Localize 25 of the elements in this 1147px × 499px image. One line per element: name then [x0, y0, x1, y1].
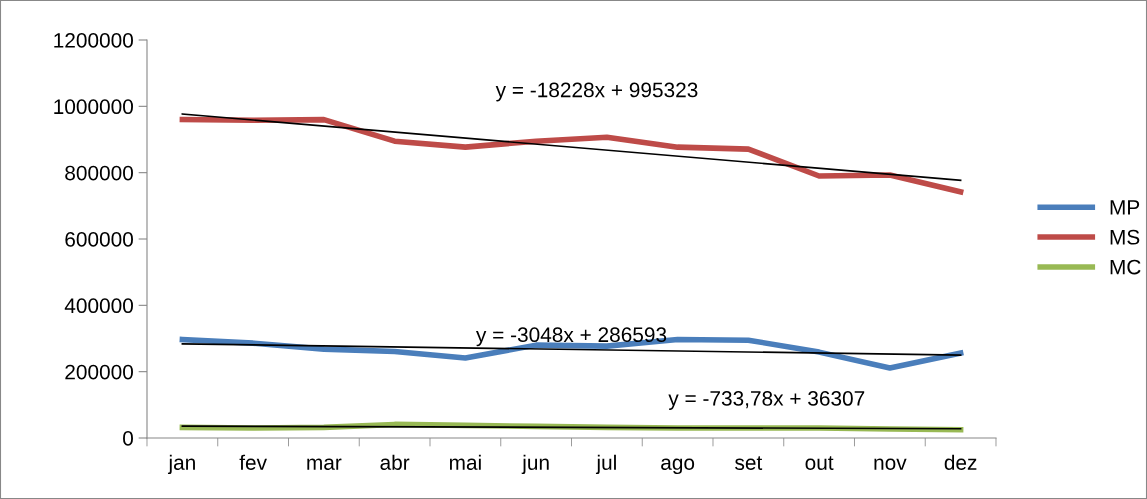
y-tick-label: 200000: [65, 364, 133, 380]
x-tick-label: jul: [595, 454, 616, 475]
legend-label: MP: [1110, 200, 1140, 215]
x-tick-label: jun: [521, 454, 549, 475]
x-tick-label: ago: [661, 458, 695, 475]
x-tick-label: fev: [239, 454, 267, 470]
y-tick-label: 0: [123, 431, 133, 446]
y-tick-label: 400000: [64, 298, 133, 314]
y-tick-label: 800000: [65, 165, 133, 181]
x-tick-label: set: [735, 456, 763, 470]
x-tick-label: mai: [449, 454, 481, 470]
legend-label: MS: [1110, 229, 1140, 245]
y-tick-label: 1000000: [54, 99, 133, 115]
x-tick-label: jan: [167, 454, 195, 475]
y-tick-label: 1200000: [54, 33, 133, 48]
x-tick-label: dez: [944, 454, 977, 470]
x-tick-label: mar: [307, 458, 342, 470]
annotation: y = -733,78x + 36307: [668, 391, 865, 410]
y-tick-label: 600000: [65, 232, 133, 247]
annotation: y = -18228x + 995323: [495, 82, 698, 102]
x-tick-label: nov: [874, 458, 907, 470]
legend-label: MC: [1110, 259, 1141, 275]
x-tick-label: out: [805, 456, 834, 470]
x-tick-label: abr: [380, 454, 410, 470]
annotation: y = -3048x + 286593: [476, 327, 667, 347]
